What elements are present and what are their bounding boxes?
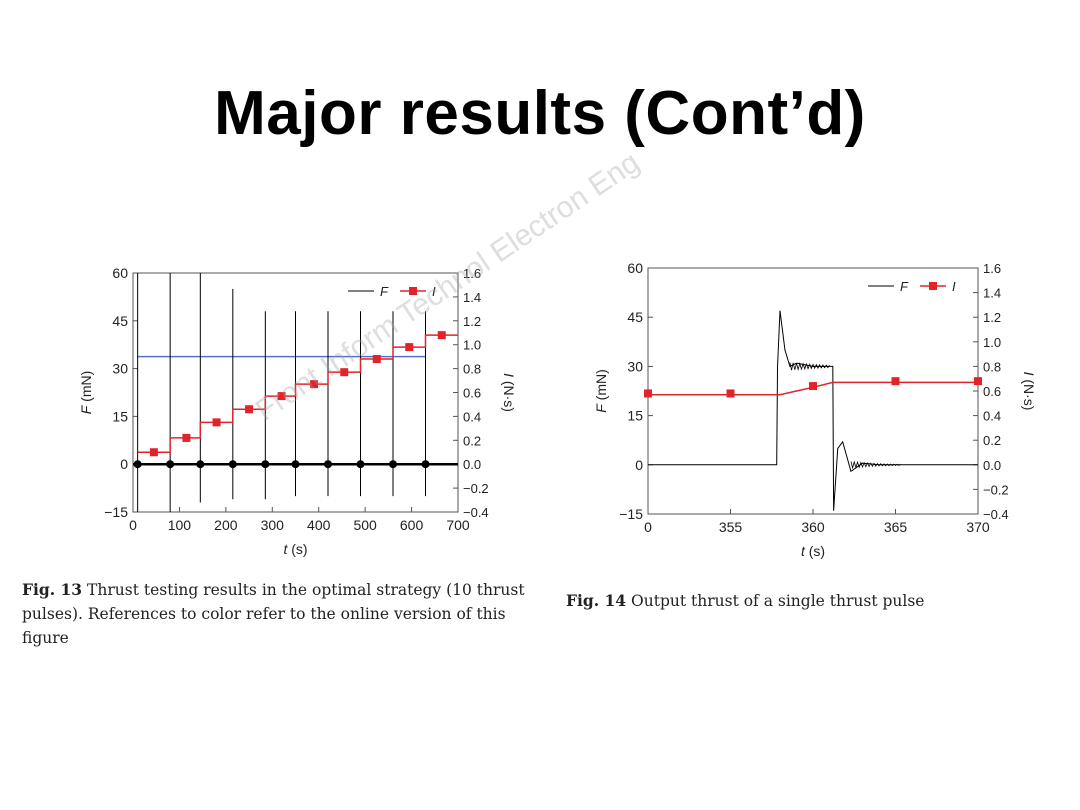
force-pulse-burst <box>261 460 270 469</box>
x-tick-label: 0 <box>644 519 652 535</box>
y2-axis-title: I (N·s) <box>501 373 517 412</box>
force-pulse-burst <box>166 460 175 469</box>
x-tick-label: 400 <box>307 517 331 533</box>
x-axis-title: t (s) <box>283 541 307 557</box>
y2-tick-label: −0.4 <box>463 505 489 520</box>
fig13-chart: −15015304560−0.4−0.20.00.20.40.60.81.01.… <box>78 265 517 557</box>
force-pulse-burst <box>421 460 430 469</box>
impulse-marker <box>644 389 652 398</box>
fig14-caption-text: Output thrust of a single thrust pulse <box>631 592 925 610</box>
legend-I-marker <box>409 287 417 295</box>
y-tick-label: 45 <box>112 313 128 329</box>
y-tick-label: −15 <box>104 504 128 520</box>
plot-frame <box>647 267 979 515</box>
impulse-marker <box>245 405 254 414</box>
impulse-marker <box>405 343 414 352</box>
x-tick-label: 360 <box>801 519 825 535</box>
slide-title: Major results (Cont’d) <box>214 79 866 148</box>
y-tick-label: 60 <box>112 265 128 281</box>
force-line <box>648 310 978 511</box>
y2-tick-label: 0.6 <box>463 386 481 401</box>
y2-axis-title: I (N·s) <box>1021 372 1037 411</box>
y-tick-label: 30 <box>627 358 643 374</box>
y2-tick-label: 0.2 <box>463 433 481 448</box>
y2-tick-label: 1.0 <box>983 335 1001 350</box>
y-tick-label: 0 <box>635 457 643 473</box>
impulse-marker <box>372 355 381 364</box>
x-tick-label: 370 <box>966 519 990 535</box>
force-pulse-burst <box>133 460 142 469</box>
fig14-chart: −15015304560−0.4−0.20.00.20.40.60.81.01.… <box>593 260 1037 559</box>
y2-tick-label: −0.4 <box>983 507 1009 522</box>
impulse-marker <box>340 368 349 377</box>
fig14-caption: Fig. 14 Output thrust of a single thrust… <box>566 589 1066 613</box>
y2-tick-label: 0.6 <box>983 384 1001 399</box>
y2-tick-label: 0.0 <box>463 457 481 472</box>
x-tick-label: 365 <box>884 519 908 535</box>
y2-tick-label: 0.8 <box>463 362 481 377</box>
fig13-caption: Fig. 13 Thrust testing results in the op… <box>22 578 554 650</box>
impulse-marker <box>277 392 286 401</box>
legend-I-label: I <box>952 279 956 294</box>
x-tick-label: 100 <box>168 517 192 533</box>
y2-tick-label: 1.4 <box>983 286 1001 301</box>
y2-tick-label: 1.0 <box>463 338 481 353</box>
force-pulse-burst <box>356 460 365 469</box>
x-axis-title: t (s) <box>801 543 825 559</box>
impulse-marker <box>310 380 319 389</box>
force-pulse-burst <box>291 460 300 469</box>
impulse-marker <box>437 331 446 340</box>
y2-tick-label: 0.0 <box>983 458 1001 473</box>
x-tick-label: 0 <box>129 517 137 533</box>
y2-tick-label: 1.2 <box>983 310 1001 325</box>
impulse-marker <box>974 377 982 386</box>
y2-tick-label: 0.8 <box>983 359 1001 374</box>
x-tick-label: 355 <box>719 519 743 535</box>
x-tick-label: 300 <box>261 517 285 533</box>
force-pulse-burst <box>389 460 397 469</box>
impulse-marker <box>149 448 158 457</box>
impulse-marker <box>182 433 191 442</box>
y2-tick-label: 1.6 <box>983 261 1001 276</box>
fig14-caption-label: Fig. 14 <box>566 591 627 610</box>
y-tick-label: −15 <box>619 506 643 522</box>
x-tick-label: 700 <box>446 517 470 533</box>
legend-I-label: I <box>432 284 436 299</box>
impulse-line <box>648 381 978 396</box>
force-pulse-burst <box>196 460 205 469</box>
impulse-line <box>137 334 458 453</box>
x-tick-label: 600 <box>400 517 424 533</box>
y-tick-label: 0 <box>120 456 128 472</box>
legend-F-label: F <box>900 279 909 294</box>
force-pulse-burst <box>324 460 332 469</box>
impulse-marker <box>212 418 221 427</box>
x-tick-label: 500 <box>353 517 377 533</box>
y-tick-label: 60 <box>627 260 643 276</box>
force-pulse-burst <box>228 460 237 469</box>
y2-tick-label: −0.2 <box>983 482 1009 497</box>
y2-tick-label: 1.2 <box>463 314 481 329</box>
y-axis-title: F (mN) <box>78 371 94 415</box>
y-tick-label: 30 <box>112 361 128 377</box>
y-axis-title: F (mN) <box>593 369 609 413</box>
y2-tick-label: 0.4 <box>983 409 1001 424</box>
fig13-caption-label: Fig. 13 <box>22 580 83 599</box>
impulse-marker <box>809 382 817 391</box>
force-ripple-low <box>850 460 901 470</box>
y-tick-label: 45 <box>627 309 643 325</box>
y2-tick-label: 0.2 <box>983 433 1001 448</box>
y2-tick-label: 0.4 <box>463 409 481 424</box>
legend-I-marker <box>929 282 937 290</box>
impulse-marker <box>891 377 900 386</box>
x-tick-label: 200 <box>214 517 238 533</box>
y-tick-label: 15 <box>627 408 643 424</box>
y2-tick-label: 1.6 <box>463 266 481 281</box>
impulse-marker <box>726 389 735 398</box>
force-ripple-high <box>789 362 830 372</box>
fig13-caption-text: Thrust testing results in the optimal st… <box>22 581 525 647</box>
y-tick-label: 15 <box>112 408 128 424</box>
y2-tick-label: −0.2 <box>463 481 489 496</box>
legend-F-label: F <box>380 284 389 299</box>
y2-tick-label: 1.4 <box>463 290 481 305</box>
